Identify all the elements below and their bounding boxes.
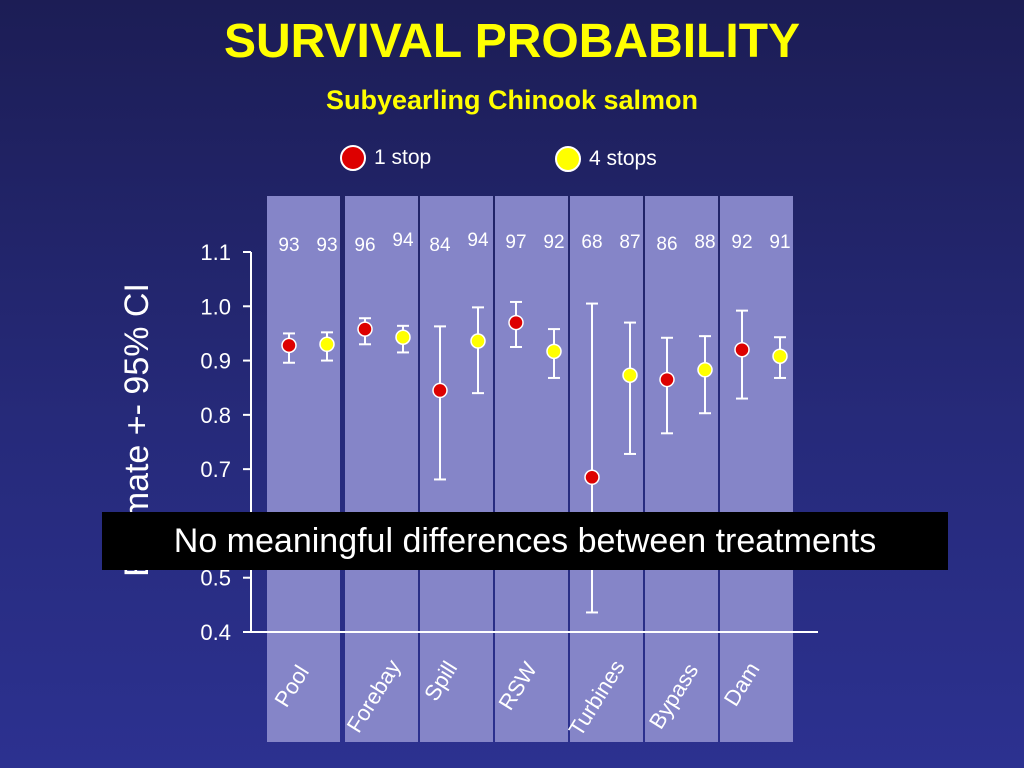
y-tick-label: 1.0 [200, 294, 231, 319]
count-label: 86 [656, 234, 677, 255]
count-label: 94 [467, 230, 489, 251]
data-point-1stop [659, 371, 675, 388]
legend-marker-1stop [340, 145, 366, 171]
legend-item-4stops: 4 stops [555, 146, 657, 172]
legend-label-1stop: 1 stop [374, 146, 432, 169]
y-tick-label: 0.8 [200, 403, 231, 428]
count-label: 96 [354, 235, 375, 256]
slide-subtitle: Subyearling Chinook salmon [325, 85, 699, 115]
data-point-1stop [734, 341, 750, 358]
count-label: 92 [543, 232, 564, 253]
category-panel [570, 196, 643, 742]
data-point-1stop [508, 314, 524, 331]
count-label: 93 [278, 235, 299, 256]
count-label: 68 [581, 232, 602, 253]
data-point-4stops [772, 348, 788, 364]
data-point-1stop [281, 337, 297, 354]
data-point-4stops [697, 362, 713, 378]
legend-marker-4stops [555, 146, 581, 172]
category-panel [720, 196, 793, 742]
category-panel [267, 196, 340, 742]
count-label: 91 [769, 232, 790, 253]
data-point-4stops [319, 336, 335, 353]
count-label: 93 [316, 235, 337, 256]
data-point-4stops [546, 343, 562, 360]
data-point-4stops [470, 333, 486, 349]
y-tick-label: 0.9 [200, 349, 231, 374]
count-label: 97 [505, 232, 526, 253]
category-panel [345, 196, 418, 742]
data-point-1stop [584, 469, 600, 486]
y-tick-label: 0.7 [200, 457, 231, 482]
legend-label-4stops: 4 stops [589, 147, 657, 170]
category-panel [495, 196, 568, 742]
legend-item-1stop: 1 stop [340, 145, 431, 171]
data-point-4stops [395, 329, 411, 345]
count-label: 94 [392, 230, 414, 251]
conclusion-banner: No meaningful differences between treatm… [102, 512, 948, 570]
count-label: 84 [429, 235, 451, 256]
y-tick-label: 0.4 [200, 620, 231, 645]
data-point-4stops [622, 367, 638, 383]
slide-title: SURVIVAL PROBABILITY [223, 15, 801, 68]
category-panel [645, 196, 718, 742]
data-point-1stop [357, 321, 373, 337]
count-label: 87 [619, 232, 640, 253]
y-tick-label: 1.1 [200, 240, 231, 265]
category-panel [420, 196, 493, 742]
data-point-1stop [432, 382, 448, 399]
count-label: 92 [731, 232, 752, 253]
count-label: 88 [694, 232, 715, 253]
